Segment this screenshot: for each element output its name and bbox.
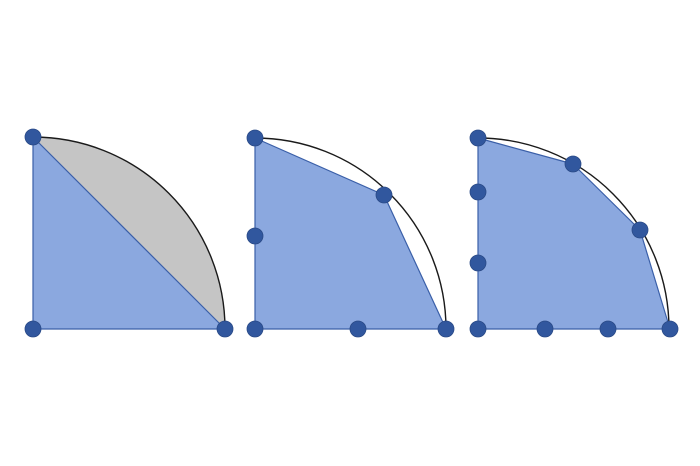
vertex-dot-bottom-left-vertex[interactable] xyxy=(24,320,42,338)
vertex-dot-bottom-left-vertex[interactable] xyxy=(246,320,264,338)
vertex-dot-top-left-vertex[interactable] xyxy=(469,129,487,147)
vertex-dot-top-left-vertex[interactable] xyxy=(246,129,264,147)
panels-group xyxy=(24,128,679,338)
vertex-dot-bottom-mid-vertex[interactable] xyxy=(349,320,367,338)
inscribed-polygon[interactable] xyxy=(32,136,226,330)
vertex-dot-bottom-right-vertex[interactable] xyxy=(216,320,234,338)
figure-panel-6-vertices xyxy=(246,129,455,338)
quarter-circle-arc xyxy=(32,136,226,330)
vertex-dot-bottom-vertex-3[interactable] xyxy=(599,320,617,338)
figure-panel-9-vertices xyxy=(469,129,679,338)
vertex-dot-left-vertex-2[interactable] xyxy=(469,183,487,201)
inscribed-polygon[interactable] xyxy=(477,137,671,330)
vertex-dot-arc-vertex-1[interactable] xyxy=(375,186,393,204)
vertex-dot-bottom-left-vertex[interactable] xyxy=(469,320,487,338)
vertex-dot-bottom-right-vertex[interactable] xyxy=(661,320,679,338)
vertex-dot-left-mid-vertex[interactable] xyxy=(246,227,264,245)
vertex-dot-arc-vertex-2[interactable] xyxy=(631,221,649,239)
figure-panel-3-vertices xyxy=(24,128,234,338)
quarter-circle-arc xyxy=(477,137,670,330)
vertex-dot-left-vertex-3[interactable] xyxy=(469,254,487,272)
vertex-dot-top-left-vertex[interactable] xyxy=(24,128,42,146)
vertex-dot-arc-vertex-1[interactable] xyxy=(564,155,582,173)
vertex-dot-bottom-vertex-2[interactable] xyxy=(536,320,554,338)
vertex-dot-bottom-right-vertex[interactable] xyxy=(437,320,455,338)
